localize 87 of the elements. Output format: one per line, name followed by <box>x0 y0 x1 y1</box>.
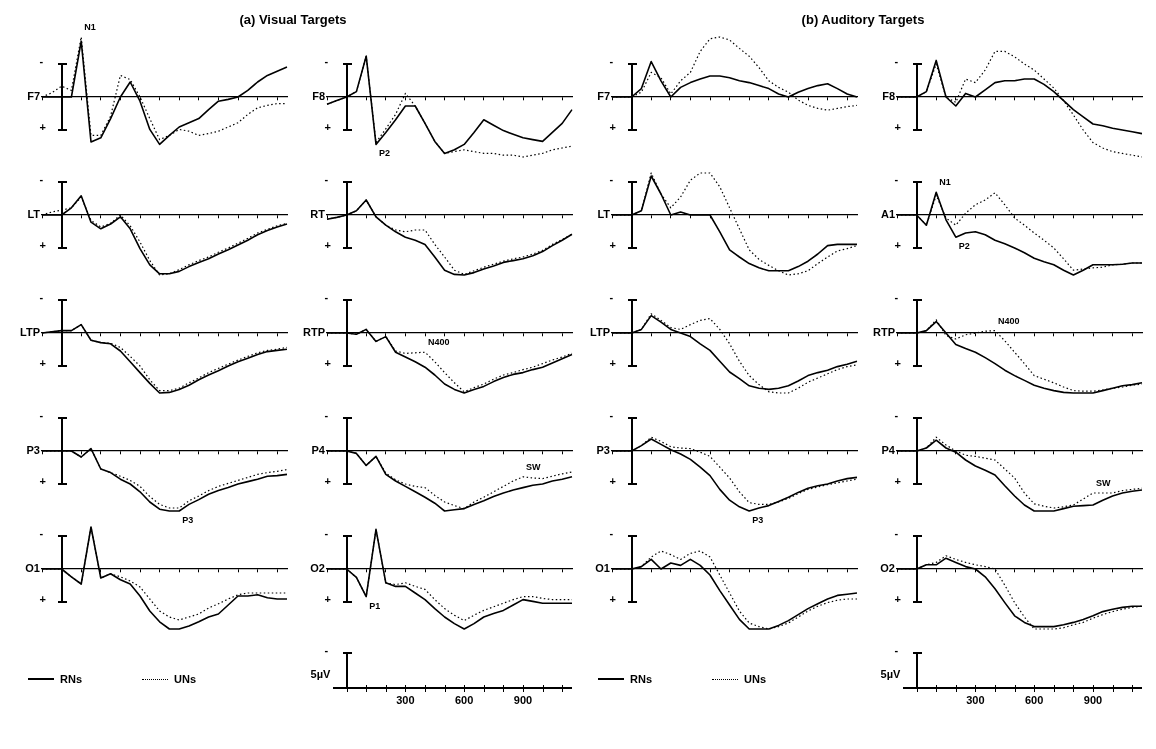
text: 900 <box>512 694 534 706</box>
annotation: N400 <box>998 315 1020 326</box>
text: N1 <box>84 21 96 32</box>
annotation: - <box>324 527 329 539</box>
annotation: P1 <box>369 600 381 611</box>
text: 300 <box>395 694 416 706</box>
text: - <box>609 527 614 539</box>
annotation: + <box>609 239 617 251</box>
annotation: P2 <box>379 148 391 159</box>
y-axis-title: F8 <box>882 90 895 103</box>
y-axis-title: O1 <box>25 562 40 575</box>
y-axis-title: RT <box>310 208 326 221</box>
text: P3 <box>182 514 194 525</box>
legend-label: RNs <box>60 673 83 685</box>
annotation: SW <box>526 461 541 472</box>
legend-label: UNs <box>174 673 197 685</box>
text: - <box>894 409 899 421</box>
legend-label: UNs <box>744 673 767 685</box>
legend-label: RNs <box>630 673 653 685</box>
annotation: + <box>324 121 332 133</box>
text: 600 <box>454 694 475 706</box>
y-axis-title: O2 <box>880 562 895 575</box>
annotation: - <box>609 173 614 185</box>
y-axis-title: LT <box>597 208 611 221</box>
text: 900 <box>1082 694 1104 706</box>
annotation: + <box>39 593 47 605</box>
y-axis-title: RTP <box>873 326 895 339</box>
text: - <box>39 409 44 421</box>
annotation: N400 <box>428 337 450 348</box>
annotation: + <box>609 593 617 605</box>
y-axis-title: LTP <box>590 326 610 339</box>
text: - <box>324 291 329 303</box>
annotation: + <box>39 121 47 133</box>
annotation: + <box>894 475 902 487</box>
y-axis-title: P3 <box>596 444 610 457</box>
text: N1 <box>939 177 951 188</box>
annotation: + <box>324 239 332 251</box>
annotation: + <box>894 593 902 605</box>
text: P3 <box>752 514 764 525</box>
text: + <box>609 121 617 133</box>
y-axis-title: LT <box>27 208 41 221</box>
annotation: + <box>324 475 332 487</box>
text: - <box>609 409 614 421</box>
y-axis-title: A1 <box>880 208 895 221</box>
y-axis-title: F7 <box>597 90 610 103</box>
text: - <box>39 291 44 303</box>
annotation: - <box>39 527 44 539</box>
y-axis-title: O2 <box>310 562 325 575</box>
text: 600 <box>1024 694 1045 706</box>
annotation: + <box>609 357 617 369</box>
y-axis-title: LTP <box>20 326 40 339</box>
text: - <box>39 173 44 185</box>
text: - <box>894 527 899 539</box>
annotation: - <box>324 55 329 67</box>
text: - <box>324 644 329 656</box>
annotation: + <box>39 239 47 251</box>
text: - <box>324 409 329 421</box>
y-axis-title: F8 <box>312 90 325 103</box>
chart-title: (a) Visual Targets <box>239 12 347 27</box>
annotation: + <box>609 475 617 487</box>
annotation: + <box>894 357 902 369</box>
annotation: - <box>609 55 614 67</box>
text: - <box>324 173 329 185</box>
text: 300 <box>965 694 986 706</box>
annotation: - <box>39 55 44 67</box>
annotation: + <box>324 593 332 605</box>
text: - <box>894 173 899 185</box>
text: - <box>894 644 899 656</box>
annotation: + <box>894 239 902 251</box>
text: 5µV <box>880 668 901 680</box>
annotation: + <box>39 475 47 487</box>
annotation: + <box>39 357 47 369</box>
annotation: SW <box>1096 477 1111 488</box>
y-axis-title: RTP <box>303 326 325 339</box>
chart-title: (b) Auditory Targets <box>800 12 926 27</box>
y-axis-title: F7 <box>27 90 40 103</box>
annotation: + <box>324 357 332 369</box>
y-axis-title: P3 <box>26 444 40 457</box>
y-axis-title: P4 <box>311 444 326 457</box>
text: - <box>894 291 899 303</box>
annotation: P2 <box>958 241 970 252</box>
y-axis-title: P4 <box>881 444 896 457</box>
text: - <box>609 291 614 303</box>
annotation: + <box>894 121 902 133</box>
annotation: - <box>894 55 899 67</box>
text: 5µV <box>310 668 331 680</box>
y-axis-title: O1 <box>595 562 610 575</box>
